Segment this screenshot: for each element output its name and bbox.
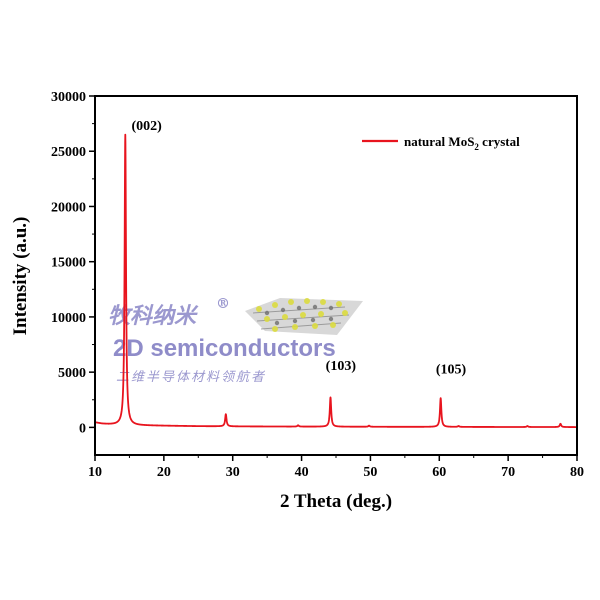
x-tick-label: 70 <box>501 465 515 480</box>
x-axis-ticks: 10 20 30 40 50 60 70 80 <box>88 455 584 480</box>
legend-label: natural MoS2 crystal <box>404 134 520 152</box>
watermark-registered-mark: ® <box>216 296 230 312</box>
x-tick-label: 30 <box>226 465 240 480</box>
peak-annotation: (002) <box>131 119 162 134</box>
peak-annotation: (105) <box>436 362 467 377</box>
y-tick-label: 30000 <box>51 90 86 105</box>
watermark-cn-title: 牧科纳米 <box>108 303 199 329</box>
legend-label-subscript: 2 <box>474 142 479 152</box>
legend-label-tail: crystal <box>479 134 520 149</box>
y-tick-label: 5000 <box>58 366 86 381</box>
y-tick-label: 20000 <box>51 200 86 215</box>
y-axis-title: Intensity (a.u.) <box>10 217 31 336</box>
x-axis-title: 2 Theta (deg.) <box>280 491 392 512</box>
x-tick-label: 50 <box>363 465 377 480</box>
y-axis-ticks: 0 5000 10000 15000 20000 25000 30000 <box>51 90 95 436</box>
x-tick-label: 80 <box>570 465 584 480</box>
watermark-en-title: 2D semiconductors <box>113 335 336 362</box>
watermark-cn-subtitle: 二维半导体材料领航者 <box>116 369 266 385</box>
watermark: 牧科纳米 ® 2D semiconductors 二维半导体 <box>108 296 363 385</box>
y-tick-label: 10000 <box>51 311 86 326</box>
y-tick-label: 0 <box>79 421 86 436</box>
legend-label-main: natural MoS <box>404 134 474 149</box>
legend: natural MoS2 crystal <box>362 134 520 152</box>
series-line-natural-mos2 <box>94 133 578 428</box>
x-tick-label: 20 <box>157 465 171 480</box>
peak-annotations: (002) (103) (105) <box>131 119 466 377</box>
y-tick-label: 25000 <box>51 145 86 160</box>
watermark-crystal-lattice-icon <box>245 298 363 335</box>
y-tick-label: 15000 <box>51 256 86 271</box>
peak-annotation: (103) <box>326 359 357 374</box>
x-tick-label: 40 <box>295 465 309 480</box>
plot-frame <box>94 95 578 456</box>
x-tick-label: 60 <box>432 465 446 480</box>
x-tick-label: 10 <box>88 465 102 480</box>
